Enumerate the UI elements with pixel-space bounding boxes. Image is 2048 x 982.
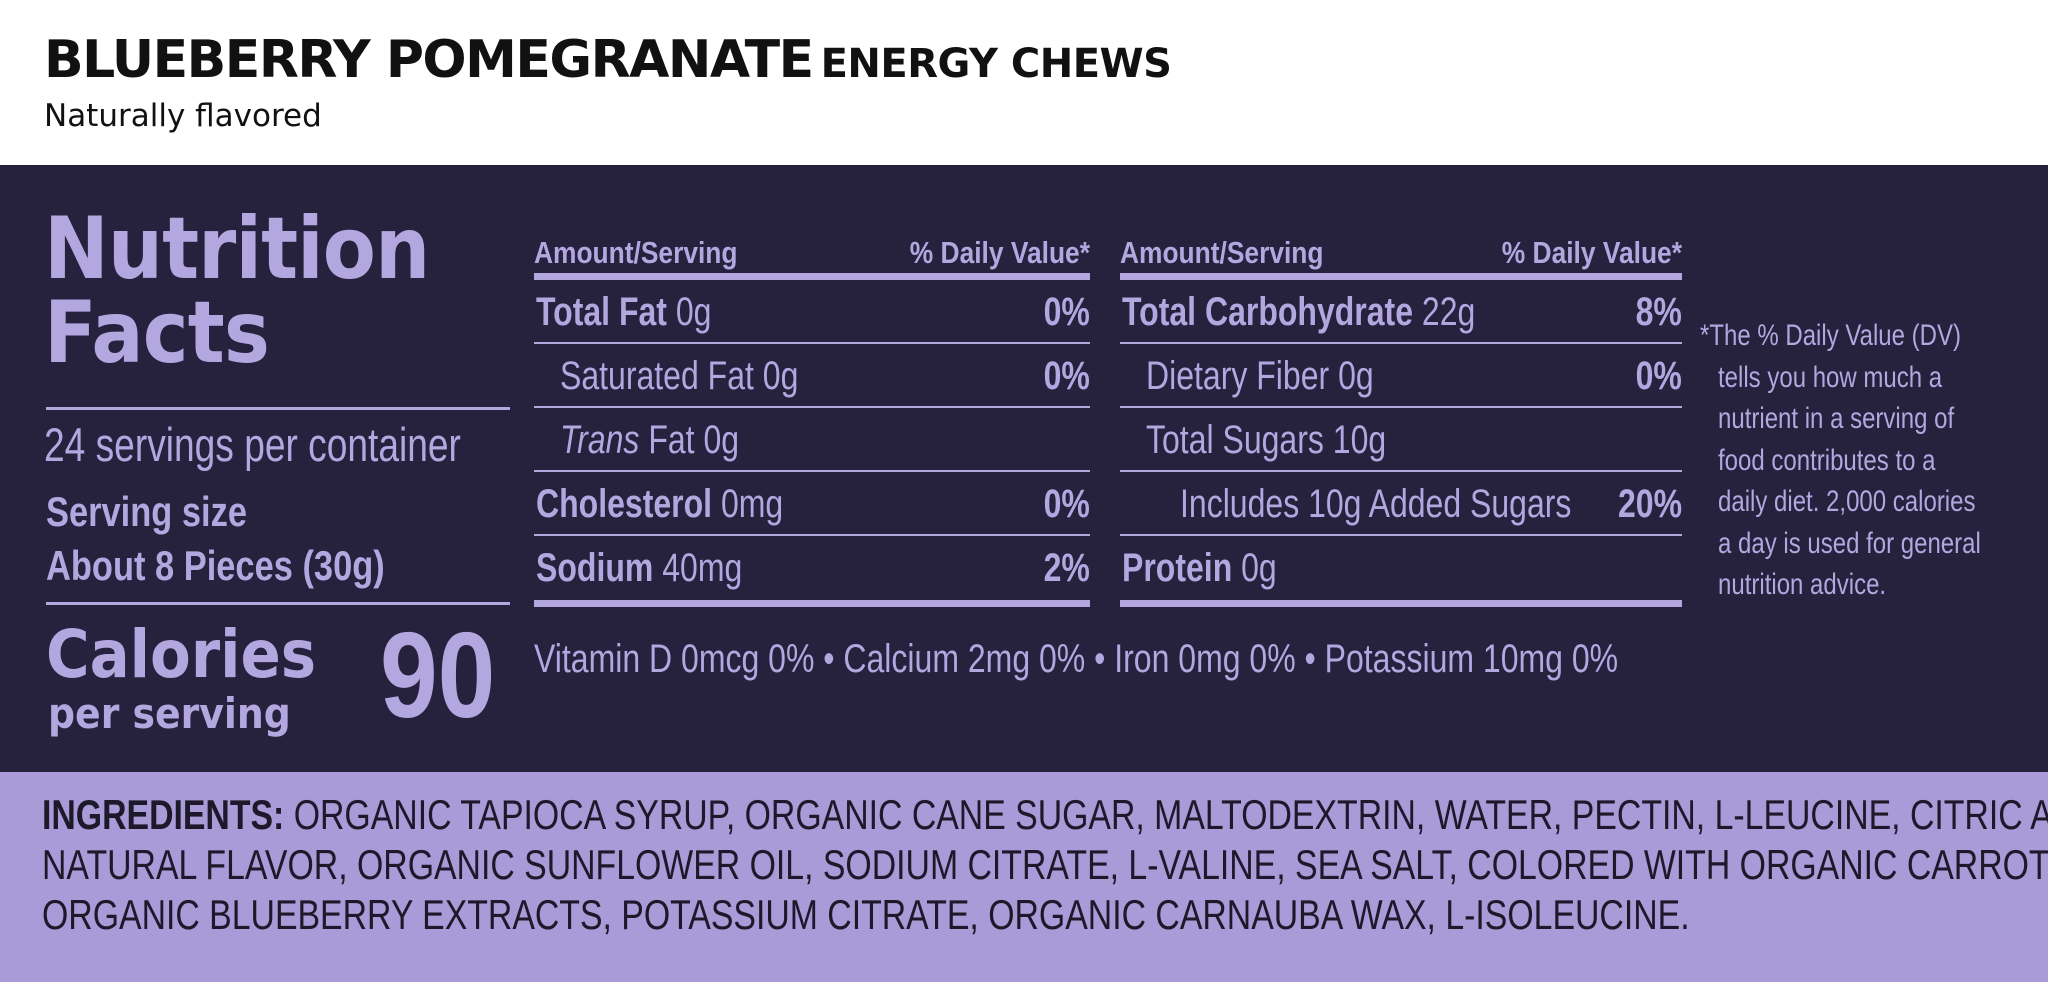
calories-value: 90: [380, 607, 496, 743]
nutrient-name: Sodium: [536, 546, 654, 590]
nutrient-name: Total Sugars: [1146, 418, 1324, 462]
nutrient-name-suffix: Fat: [648, 418, 695, 462]
nutrient-name: Includes 10g Added Sugars: [1180, 482, 1572, 526]
footnote-line: nutrient in a serving of: [1718, 402, 1955, 435]
footer-rule: [1120, 600, 1682, 607]
nutrient-name: Cholesterol: [536, 482, 713, 526]
product-header: BLUEBERRY POMEGRANATE ENERGY CHEWS Natura…: [0, 0, 2048, 165]
nutrition-facts-title-line1: Nutrition: [44, 199, 430, 299]
nutrient-dv: 0%: [1043, 482, 1090, 526]
nutrient-amount: 10g: [1332, 418, 1387, 462]
nutrient-row: Trans Fat 0g: [534, 408, 1090, 472]
footnote-line: tells you how much a: [1718, 360, 1943, 394]
nutrient-amount: 40mg: [662, 546, 743, 590]
nutrient-table-left: Amount/Serving % Daily Value* Total Fat …: [534, 235, 1090, 607]
nutrient-dv: 8%: [1635, 290, 1682, 334]
nutrient-amount: 0g: [1241, 546, 1277, 590]
serving-size-label: Serving size: [46, 488, 247, 535]
nutrient-row: Total Carbohydrate 22g 8%: [1120, 280, 1682, 344]
footnote-line: daily diet. 2,000 calories: [1718, 485, 1976, 518]
ingredients-panel: INGREDIENTS: ORGANIC TAPIOCA SYRUP, ORGA…: [0, 772, 2048, 982]
amount-header: Amount/Serving: [534, 235, 738, 270]
nutrient-row: Protein 0g: [1120, 536, 1682, 600]
daily-value-header: % Daily Value*: [1501, 235, 1682, 270]
nutrient-row: Includes 10g Added Sugars 20%: [1120, 472, 1682, 536]
nutrient-dv: 20%: [1617, 482, 1682, 526]
nutrition-facts-title: Nutrition Facts: [44, 199, 430, 383]
serving-size: Serving size About 8 Pieces (30g): [46, 485, 385, 593]
amount-header: Amount/Serving: [1120, 235, 1324, 270]
serving-size-value: About 8 Pieces (30g): [46, 542, 385, 589]
nutrient-amount: 22g: [1421, 290, 1476, 334]
product-subtitle: Naturally flavored: [44, 98, 322, 134]
product-name: BLUEBERRY POMEGRANATE: [44, 30, 814, 90]
nutrient-row: Dietary Fiber 0g 0%: [1120, 344, 1682, 408]
column-header: Amount/Serving % Daily Value*: [1120, 235, 1682, 273]
product-type: ENERGY CHEWS: [820, 41, 1172, 87]
nutrient-name: Protein: [1122, 546, 1233, 590]
nutrition-facts-title-line2: Facts: [44, 283, 270, 383]
nutrient-table-right: Amount/Serving % Daily Value* Total Carb…: [1120, 235, 1682, 607]
calories-label: Calories: [46, 616, 317, 693]
nutrient-name: Dietary Fiber: [1146, 354, 1330, 398]
nutrient-name: Total Fat: [536, 290, 667, 334]
nutrient-amount: 0mg: [720, 482, 784, 526]
nutrient-dv: 0%: [1043, 354, 1090, 398]
footnote-line: a day is used for general: [1718, 526, 1981, 560]
nutrient-amount: 0g: [675, 290, 712, 334]
nutrient-amount: 0g: [703, 418, 740, 462]
nutrient-row: Cholesterol 0mg 0%: [534, 472, 1090, 536]
nutrient-name: Total Carbohydrate: [1122, 290, 1413, 334]
calories-per-serving: per serving: [48, 689, 291, 738]
title-rule: [46, 407, 510, 410]
servings-per-container: 24 servings per container: [44, 418, 461, 471]
nutrient-amount: 0g: [762, 354, 799, 398]
nutrient-dv: 0%: [1043, 290, 1090, 334]
nutrient-name: Trans: [560, 418, 640, 462]
footnote-line: food contributes to a: [1718, 443, 1936, 477]
ingredients-label: INGREDIENTS:: [42, 791, 285, 838]
vitamins-minerals: Vitamin D 0mcg 0% • Calcium 2mg 0% • Iro…: [534, 637, 1619, 681]
nutrient-dv: 0%: [1635, 354, 1682, 398]
ingredients-line: ORGANIC BLUEBERRY EXTRACTS, POTASSIUM CI…: [42, 891, 1690, 938]
nutrient-name: Saturated Fat: [560, 354, 754, 398]
header-rule: [1120, 273, 1682, 280]
nutrient-row: Total Sugars 10g: [1120, 408, 1682, 472]
serving-rule: [46, 602, 510, 605]
nutrient-dv: 2%: [1043, 546, 1090, 590]
nutrition-facts-panel: Nutrition Facts 24 servings per containe…: [0, 165, 2048, 772]
daily-value-footnote: *The % Daily Value (DV) tells you how mu…: [1700, 315, 2020, 606]
nutrient-row: Saturated Fat 0g 0%: [534, 344, 1090, 408]
ingredients-line: NATURAL FLAVOR, ORGANIC SUNFLOWER OIL, S…: [42, 841, 2048, 888]
daily-value-header: % Daily Value*: [909, 235, 1090, 270]
product-title: BLUEBERRY POMEGRANATE ENERGY CHEWS: [44, 30, 1172, 90]
nutrient-amount: 0g: [1338, 354, 1374, 398]
column-header: Amount/Serving % Daily Value*: [534, 235, 1090, 273]
nutrient-row: Total Fat 0g 0%: [534, 280, 1090, 344]
footnote-line: nutrition advice.: [1718, 568, 1887, 601]
nutrient-row: Sodium 40mg 2%: [534, 536, 1090, 600]
ingredients-text: INGREDIENTS: ORGANIC TAPIOCA SYRUP, ORGA…: [42, 790, 2048, 940]
footnote-line: *The % Daily Value (DV): [1700, 319, 1961, 352]
header-rule: [534, 273, 1090, 280]
footer-rule: [534, 600, 1090, 607]
ingredients-line: ORGANIC TAPIOCA SYRUP, ORGANIC CANE SUGA…: [293, 791, 2048, 838]
